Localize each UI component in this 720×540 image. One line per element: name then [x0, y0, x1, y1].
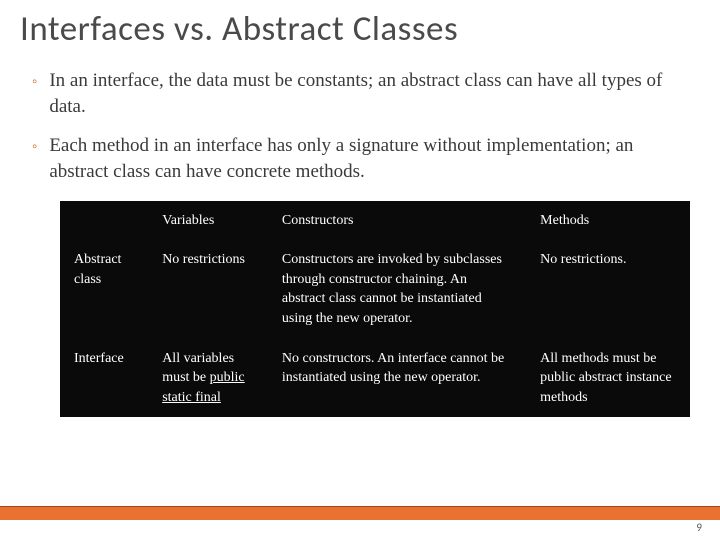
cell-methods: All methods must be public abstract inst… [526, 339, 690, 418]
bullet-text: In an interface, the data must be consta… [49, 68, 700, 119]
row-label: Abstract class [60, 240, 148, 338]
comparison-table-wrap: Variables Constructors Methods Abstract … [60, 201, 690, 418]
table-header: Constructors [268, 201, 526, 241]
bullet-item: ◦ Each method in an interface has only a… [32, 133, 700, 184]
cell-constructors: No constructors. An interface cannot be … [268, 339, 526, 418]
comparison-table: Variables Constructors Methods Abstract … [60, 201, 690, 418]
cell-variables: No restrictions [148, 240, 268, 338]
bullet-list: ◦ In an interface, the data must be cons… [20, 68, 700, 185]
table-header-row: Variables Constructors Methods [60, 201, 690, 241]
table-header [60, 201, 148, 241]
cell-variables: All variables must be public static fina… [148, 339, 268, 418]
table-row: Interface All variables must be public s… [60, 339, 690, 418]
table-header: Methods [526, 201, 690, 241]
row-label: Interface [60, 339, 148, 418]
page-number: 9 [696, 521, 702, 534]
table-header: Variables [148, 201, 268, 241]
bullet-marker-icon: ◦ [32, 72, 37, 92]
table-row: Abstract class No restrictions Construct… [60, 240, 690, 338]
cell-constructors: Constructors are invoked by subclasses t… [268, 240, 526, 338]
slide-title: Interfaces vs. Abstract Classes [20, 8, 700, 50]
bullet-item: ◦ In an interface, the data must be cons… [32, 68, 700, 119]
bullet-marker-icon: ◦ [32, 137, 37, 157]
bullet-text: Each method in an interface has only a s… [49, 133, 700, 184]
slide: Interfaces vs. Abstract Classes ◦ In an … [0, 0, 720, 540]
cell-methods: No restrictions. [526, 240, 690, 338]
footer-accent-bar [0, 506, 720, 520]
